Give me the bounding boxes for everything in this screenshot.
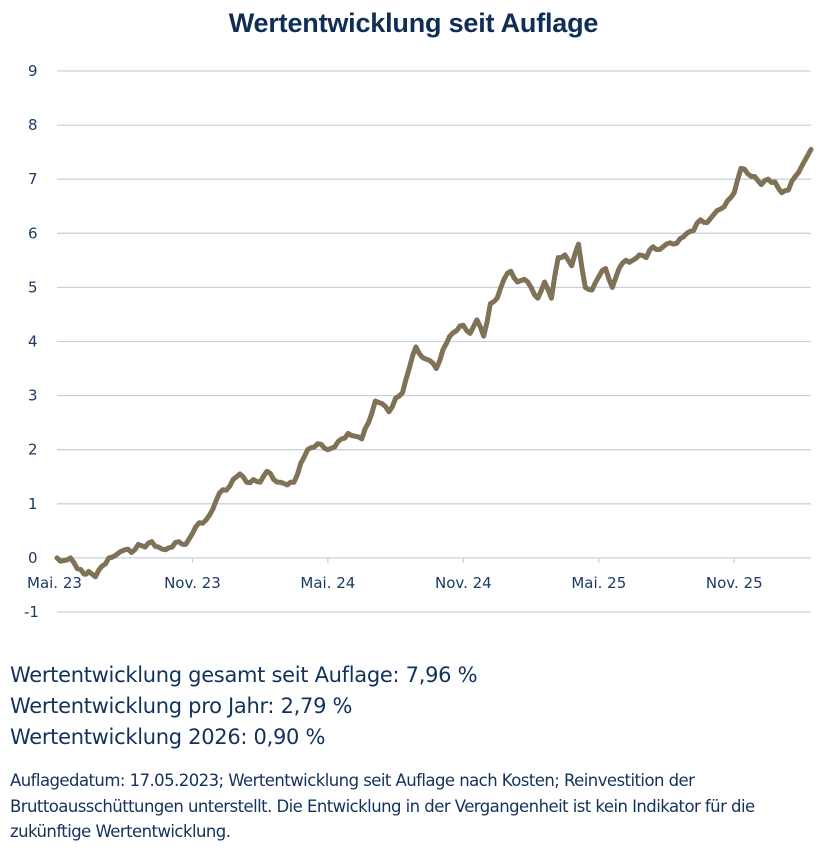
stat-per-year: Wertentwicklung pro Jahr: 2,79 % bbox=[10, 694, 353, 718]
y-tick-label: 1 bbox=[28, 495, 38, 513]
series-line bbox=[54, 146, 814, 580]
chart-title: Wertentwicklung seit Auflage bbox=[228, 8, 599, 38]
performance-stats: Wertentwicklung gesamt seit Auflage: 7,9… bbox=[10, 660, 478, 753]
y-tick-label: 3 bbox=[28, 387, 38, 405]
y-tick-label: -1 bbox=[24, 603, 39, 621]
performance-chart: 9 8 7 6 5 4 3 2 1 0 -1 Mai. 23 Nov. 23 Mai. 24 Nov. 2… bbox=[24, 62, 814, 621]
y-tick-label: 7 bbox=[28, 170, 38, 188]
y-axis-ticks: 9 8 7 6 5 4 3 2 1 0 -1 bbox=[24, 62, 39, 621]
x-axis-ticks: Mai. 23 Nov. 23 Mai. 24 Nov. 24 Mai. 25 Nov. … bbox=[27, 557, 763, 592]
x-tick-label: Nov. 24 bbox=[435, 574, 492, 592]
y-tick-label: 0 bbox=[28, 549, 38, 567]
y-tick-label: 9 bbox=[28, 62, 38, 80]
x-tick-label: Nov. 23 bbox=[164, 574, 221, 592]
stat-total: Wertentwicklung gesamt seit Auflage: 7,9… bbox=[10, 663, 478, 687]
y-tick-label: 5 bbox=[28, 278, 38, 296]
footnote: Auflagedatum: 17.05.2023; Wertentwicklun… bbox=[10, 771, 755, 841]
x-tick-label: Mai. 25 bbox=[571, 574, 626, 592]
y-tick-label: 4 bbox=[28, 333, 38, 351]
y-tick-label: 2 bbox=[28, 441, 38, 459]
stat-ytd: Wertentwicklung 2026: 0,90 % bbox=[10, 725, 326, 749]
x-tick-label: Mai. 24 bbox=[300, 574, 355, 592]
series-group bbox=[54, 146, 814, 580]
y-tick-label: 8 bbox=[28, 116, 38, 134]
x-tick-label: Nov. 25 bbox=[706, 574, 763, 592]
gridlines bbox=[57, 70, 811, 613]
x-tick-label: Mai. 23 bbox=[27, 574, 82, 592]
y-tick-label: 6 bbox=[28, 224, 38, 242]
